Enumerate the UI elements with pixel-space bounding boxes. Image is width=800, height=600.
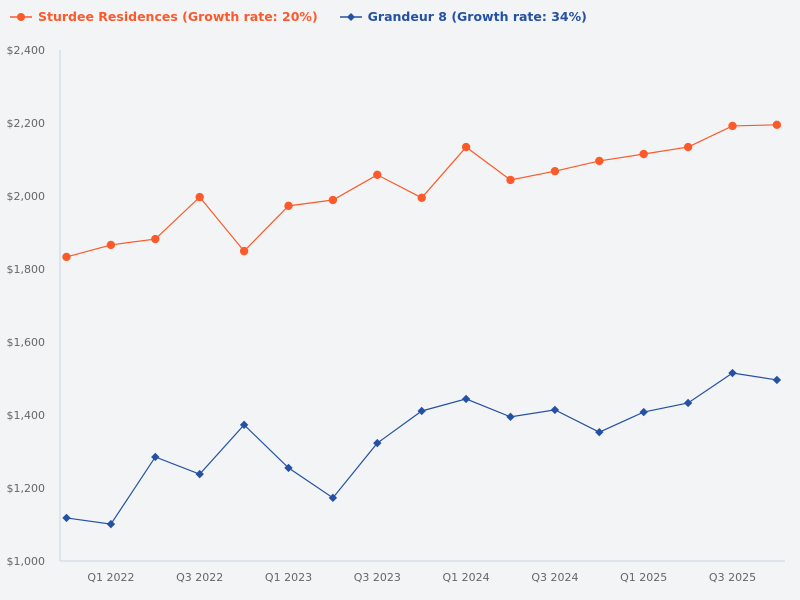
data-point xyxy=(595,156,604,166)
data-point xyxy=(506,175,515,185)
data-point xyxy=(461,142,471,152)
x-tick-label: Q3 2022 xyxy=(176,571,223,584)
data-point xyxy=(461,394,471,404)
data-point xyxy=(728,368,737,378)
y-tick-label: $2,200 xyxy=(7,117,46,130)
series-line-0 xyxy=(66,124,777,258)
data-point xyxy=(683,142,693,152)
data-point xyxy=(639,407,648,417)
data-point xyxy=(106,240,116,250)
data-point xyxy=(106,519,116,529)
series-line-1 xyxy=(66,372,777,525)
data-point xyxy=(550,405,560,415)
legend-item-sturdee[interactable]: Sturdee Residences (Growth rate: 20%) xyxy=(10,9,318,24)
data-point xyxy=(328,195,338,205)
y-tick-label: $1,000 xyxy=(7,555,46,568)
x-tick-label: Q1 2024 xyxy=(443,571,490,584)
data-point xyxy=(373,438,382,448)
y-tick-label: $1,800 xyxy=(7,263,46,276)
y-tick-label: $1,400 xyxy=(7,409,46,422)
data-point xyxy=(506,412,515,422)
data-point xyxy=(62,252,71,262)
legend-label: Sturdee Residences (Growth rate: 20%) xyxy=(38,9,318,24)
x-tick-label: Q3 2023 xyxy=(354,571,401,584)
y-tick-label: $1,600 xyxy=(7,336,46,349)
y-tick-label: $1,200 xyxy=(7,482,46,495)
x-tick-label: Q1 2023 xyxy=(265,571,312,584)
data-point xyxy=(151,452,160,462)
x-tick-label: Q3 2024 xyxy=(531,571,578,584)
data-point xyxy=(683,398,693,408)
x-tick-label: Q1 2025 xyxy=(620,571,667,584)
data-point xyxy=(151,234,160,244)
data-point xyxy=(195,469,204,479)
data-point xyxy=(550,166,560,176)
legend-label: Grandeur 8 (Growth rate: 34%) xyxy=(367,9,587,24)
data-point xyxy=(195,192,204,202)
data-point xyxy=(595,427,604,437)
y-tick-label: $2,000 xyxy=(7,190,46,203)
data-point xyxy=(239,420,249,430)
legend-item-grandeur[interactable]: Grandeur 8 (Growth rate: 34%) xyxy=(339,9,587,24)
data-point xyxy=(728,121,737,131)
data-point xyxy=(62,513,71,523)
data-point xyxy=(772,375,782,385)
x-tick-label: Q3 2025 xyxy=(709,571,756,584)
data-point xyxy=(772,120,782,130)
data-point xyxy=(239,246,249,256)
data-point xyxy=(417,406,426,416)
x-tick-label: Q1 2022 xyxy=(87,571,134,584)
legend: Sturdee Residences (Growth rate: 20%) Gr… xyxy=(10,9,587,24)
data-point xyxy=(639,149,648,159)
data-point xyxy=(284,463,293,473)
data-point xyxy=(373,170,382,180)
data-point xyxy=(284,201,293,211)
y-tick-label: $2,400 xyxy=(7,44,46,57)
diamond-marker-icon xyxy=(339,12,362,21)
circle-marker-icon xyxy=(10,12,32,21)
data-point xyxy=(417,193,426,203)
data-point xyxy=(328,493,338,503)
